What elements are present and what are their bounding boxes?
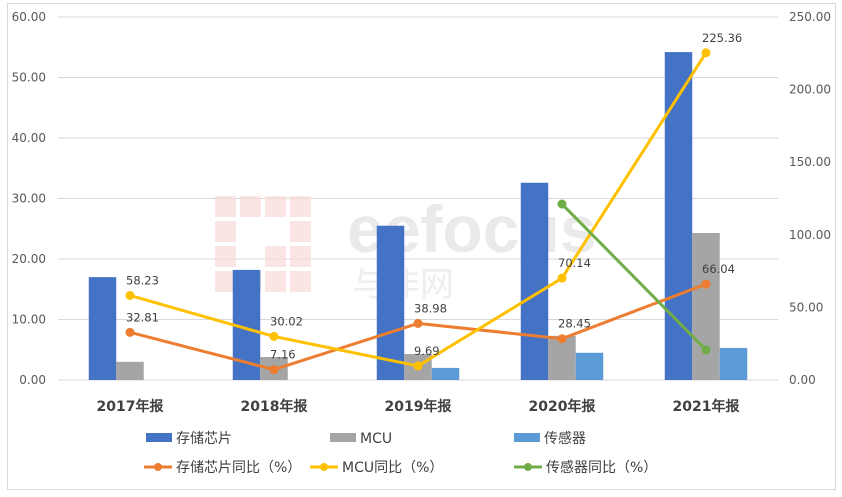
right-axis-tick: 200.00 (789, 83, 831, 97)
bar-传感器 (719, 347, 748, 380)
watermark-logo-square (215, 271, 236, 292)
data-label: 28.45 (558, 317, 591, 331)
line-marker (413, 361, 423, 371)
legend-marker (154, 463, 162, 471)
watermark-logo-square (215, 196, 236, 217)
data-label: 70.14 (558, 256, 591, 270)
watermark-logo-square (265, 196, 286, 217)
line-marker (269, 365, 279, 375)
data-label: 32.81 (126, 310, 159, 324)
category-label: 2021年报 (673, 398, 740, 415)
legend-label: 存储芯片 (176, 431, 232, 447)
right-axis-tick: 50.00 (789, 300, 823, 314)
category-label: 2017年报 (97, 398, 164, 415)
bar-MCU (692, 232, 720, 380)
bar-存储芯片 (520, 182, 549, 380)
watermark-logo-square (290, 196, 311, 217)
right-axis-tick: 250.00 (789, 10, 831, 24)
line-marker (701, 345, 711, 355)
line-marker (557, 273, 567, 283)
legend-label: MCU同比（%） (342, 460, 443, 476)
data-label: 7.16 (270, 348, 296, 362)
left-axis-tick: 40.00 (12, 131, 46, 145)
legend-label: 传感器同比（%） (546, 459, 657, 476)
data-label: 66.04 (702, 262, 735, 276)
line-marker (413, 318, 423, 328)
bar-存储芯片 (664, 52, 693, 381)
left-axis-tick: 20.00 (12, 252, 46, 266)
bar-存储芯片 (376, 225, 405, 380)
line-marker (269, 331, 279, 341)
bar-MCU (116, 361, 144, 380)
bar-传感器 (575, 352, 604, 380)
line-marker (557, 334, 567, 344)
data-label: 225.36 (702, 31, 742, 45)
data-label: 58.23 (126, 273, 159, 287)
watermark-logo-square (265, 246, 286, 267)
left-axis-tick: 30.00 (12, 192, 46, 206)
bar-传感器 (431, 367, 460, 380)
line-marker (701, 279, 711, 289)
category-label: 2019年报 (385, 398, 452, 415)
line-marker (125, 327, 135, 337)
right-axis-tick: 100.00 (789, 228, 831, 242)
watermark-logo-square (215, 221, 236, 242)
line-marker (701, 48, 711, 58)
line-marker (125, 290, 135, 300)
data-label: 30.02 (270, 314, 303, 328)
legend-swatch (514, 433, 540, 442)
legend-swatch (330, 433, 356, 442)
bar-MCU (548, 335, 576, 380)
watermark-logo-square (215, 246, 236, 267)
right-axis-tick: 150.00 (789, 155, 831, 169)
left-axis-tick: 10.00 (12, 313, 46, 327)
legend-label: 存储芯片同比（%） (176, 460, 301, 476)
category-label: 2020年报 (529, 398, 596, 415)
watermark-logo-square (290, 246, 311, 267)
category-label: 2018年报 (241, 398, 308, 415)
right-axis-tick: 0.00 (789, 373, 816, 387)
legend-label: MCU (360, 431, 392, 447)
watermark-logo-square (265, 271, 286, 292)
legend-marker (524, 463, 532, 471)
watermark-logo-square (240, 196, 261, 217)
watermark-logo-square (290, 221, 311, 242)
watermark-logo-square (290, 271, 311, 292)
data-label: 9.69 (414, 344, 440, 358)
left-axis-tick: 0.00 (19, 373, 46, 387)
left-axis-tick: 50.00 (12, 71, 46, 85)
left-axis-tick: 60.00 (12, 10, 46, 24)
data-label: 38.98 (414, 301, 447, 315)
line-marker (557, 199, 567, 209)
bar-存储芯片 (88, 277, 117, 380)
legend-label: 传感器 (544, 430, 586, 447)
legend-marker (320, 463, 328, 471)
legend-swatch (146, 433, 172, 442)
line-传感器同比（%） (560, 202, 708, 351)
